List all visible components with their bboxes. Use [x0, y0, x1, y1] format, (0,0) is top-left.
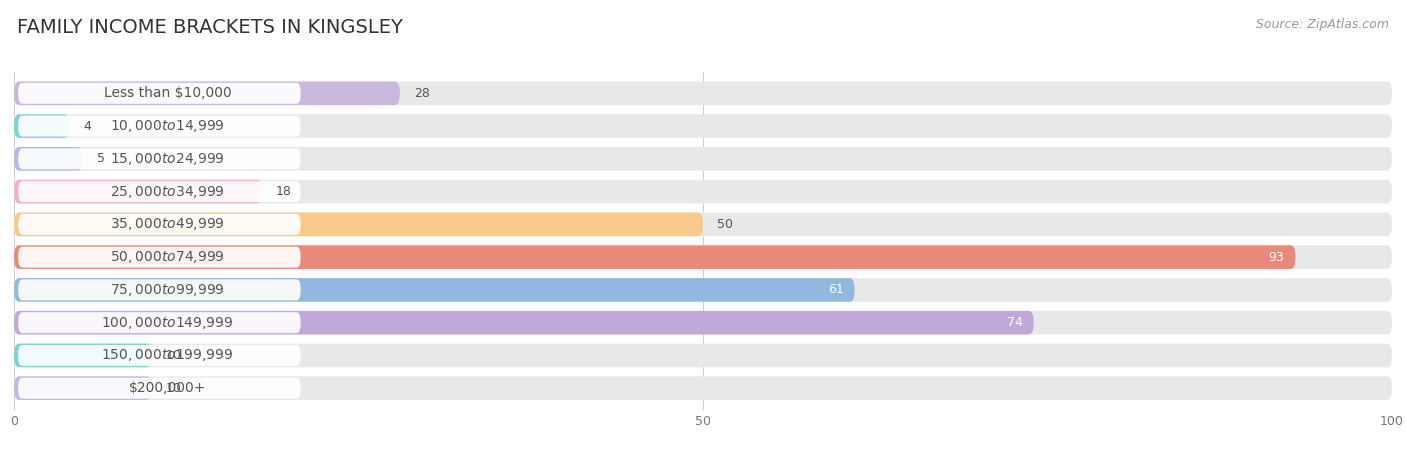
FancyBboxPatch shape — [18, 378, 301, 399]
Text: 18: 18 — [276, 185, 291, 198]
FancyBboxPatch shape — [14, 245, 1392, 269]
Text: Source: ZipAtlas.com: Source: ZipAtlas.com — [1256, 18, 1389, 31]
FancyBboxPatch shape — [14, 212, 1392, 236]
Text: Less than $10,000: Less than $10,000 — [104, 86, 232, 100]
Text: 74: 74 — [1007, 316, 1022, 329]
FancyBboxPatch shape — [14, 278, 1392, 302]
FancyBboxPatch shape — [14, 81, 1392, 105]
FancyBboxPatch shape — [14, 376, 1392, 400]
FancyBboxPatch shape — [18, 181, 301, 202]
FancyBboxPatch shape — [18, 214, 301, 235]
FancyBboxPatch shape — [14, 147, 83, 171]
Text: $15,000 to $24,999: $15,000 to $24,999 — [110, 151, 225, 167]
Text: $50,000 to $74,999: $50,000 to $74,999 — [110, 249, 225, 265]
Text: 5: 5 — [97, 153, 104, 165]
FancyBboxPatch shape — [14, 311, 1392, 334]
FancyBboxPatch shape — [14, 344, 152, 367]
FancyBboxPatch shape — [14, 180, 1392, 203]
FancyBboxPatch shape — [18, 148, 301, 169]
Text: 10: 10 — [166, 349, 181, 362]
Text: 93: 93 — [1268, 251, 1285, 264]
FancyBboxPatch shape — [14, 311, 1033, 334]
Text: 28: 28 — [413, 87, 429, 100]
FancyBboxPatch shape — [18, 312, 301, 333]
FancyBboxPatch shape — [18, 247, 301, 268]
Text: $25,000 to $34,999: $25,000 to $34,999 — [110, 184, 225, 200]
Text: 4: 4 — [83, 120, 91, 133]
FancyBboxPatch shape — [14, 344, 1392, 367]
FancyBboxPatch shape — [18, 279, 301, 301]
FancyBboxPatch shape — [14, 180, 262, 203]
Text: 61: 61 — [828, 284, 844, 297]
FancyBboxPatch shape — [14, 114, 1392, 138]
Text: 50: 50 — [717, 218, 733, 231]
FancyBboxPatch shape — [14, 114, 69, 138]
FancyBboxPatch shape — [18, 83, 301, 104]
FancyBboxPatch shape — [14, 81, 399, 105]
Text: $75,000 to $99,999: $75,000 to $99,999 — [110, 282, 225, 298]
FancyBboxPatch shape — [14, 147, 1392, 171]
FancyBboxPatch shape — [14, 212, 703, 236]
FancyBboxPatch shape — [14, 245, 1295, 269]
Text: $100,000 to $149,999: $100,000 to $149,999 — [101, 315, 233, 331]
FancyBboxPatch shape — [14, 376, 152, 400]
Text: $35,000 to $49,999: $35,000 to $49,999 — [110, 216, 225, 232]
FancyBboxPatch shape — [18, 116, 301, 136]
Text: 10: 10 — [166, 382, 181, 395]
Text: $150,000 to $199,999: $150,000 to $199,999 — [101, 347, 233, 364]
Text: $200,000+: $200,000+ — [129, 381, 207, 395]
Text: FAMILY INCOME BRACKETS IN KINGSLEY: FAMILY INCOME BRACKETS IN KINGSLEY — [17, 18, 402, 37]
FancyBboxPatch shape — [18, 345, 301, 366]
FancyBboxPatch shape — [14, 278, 855, 302]
Text: $10,000 to $14,999: $10,000 to $14,999 — [110, 118, 225, 134]
